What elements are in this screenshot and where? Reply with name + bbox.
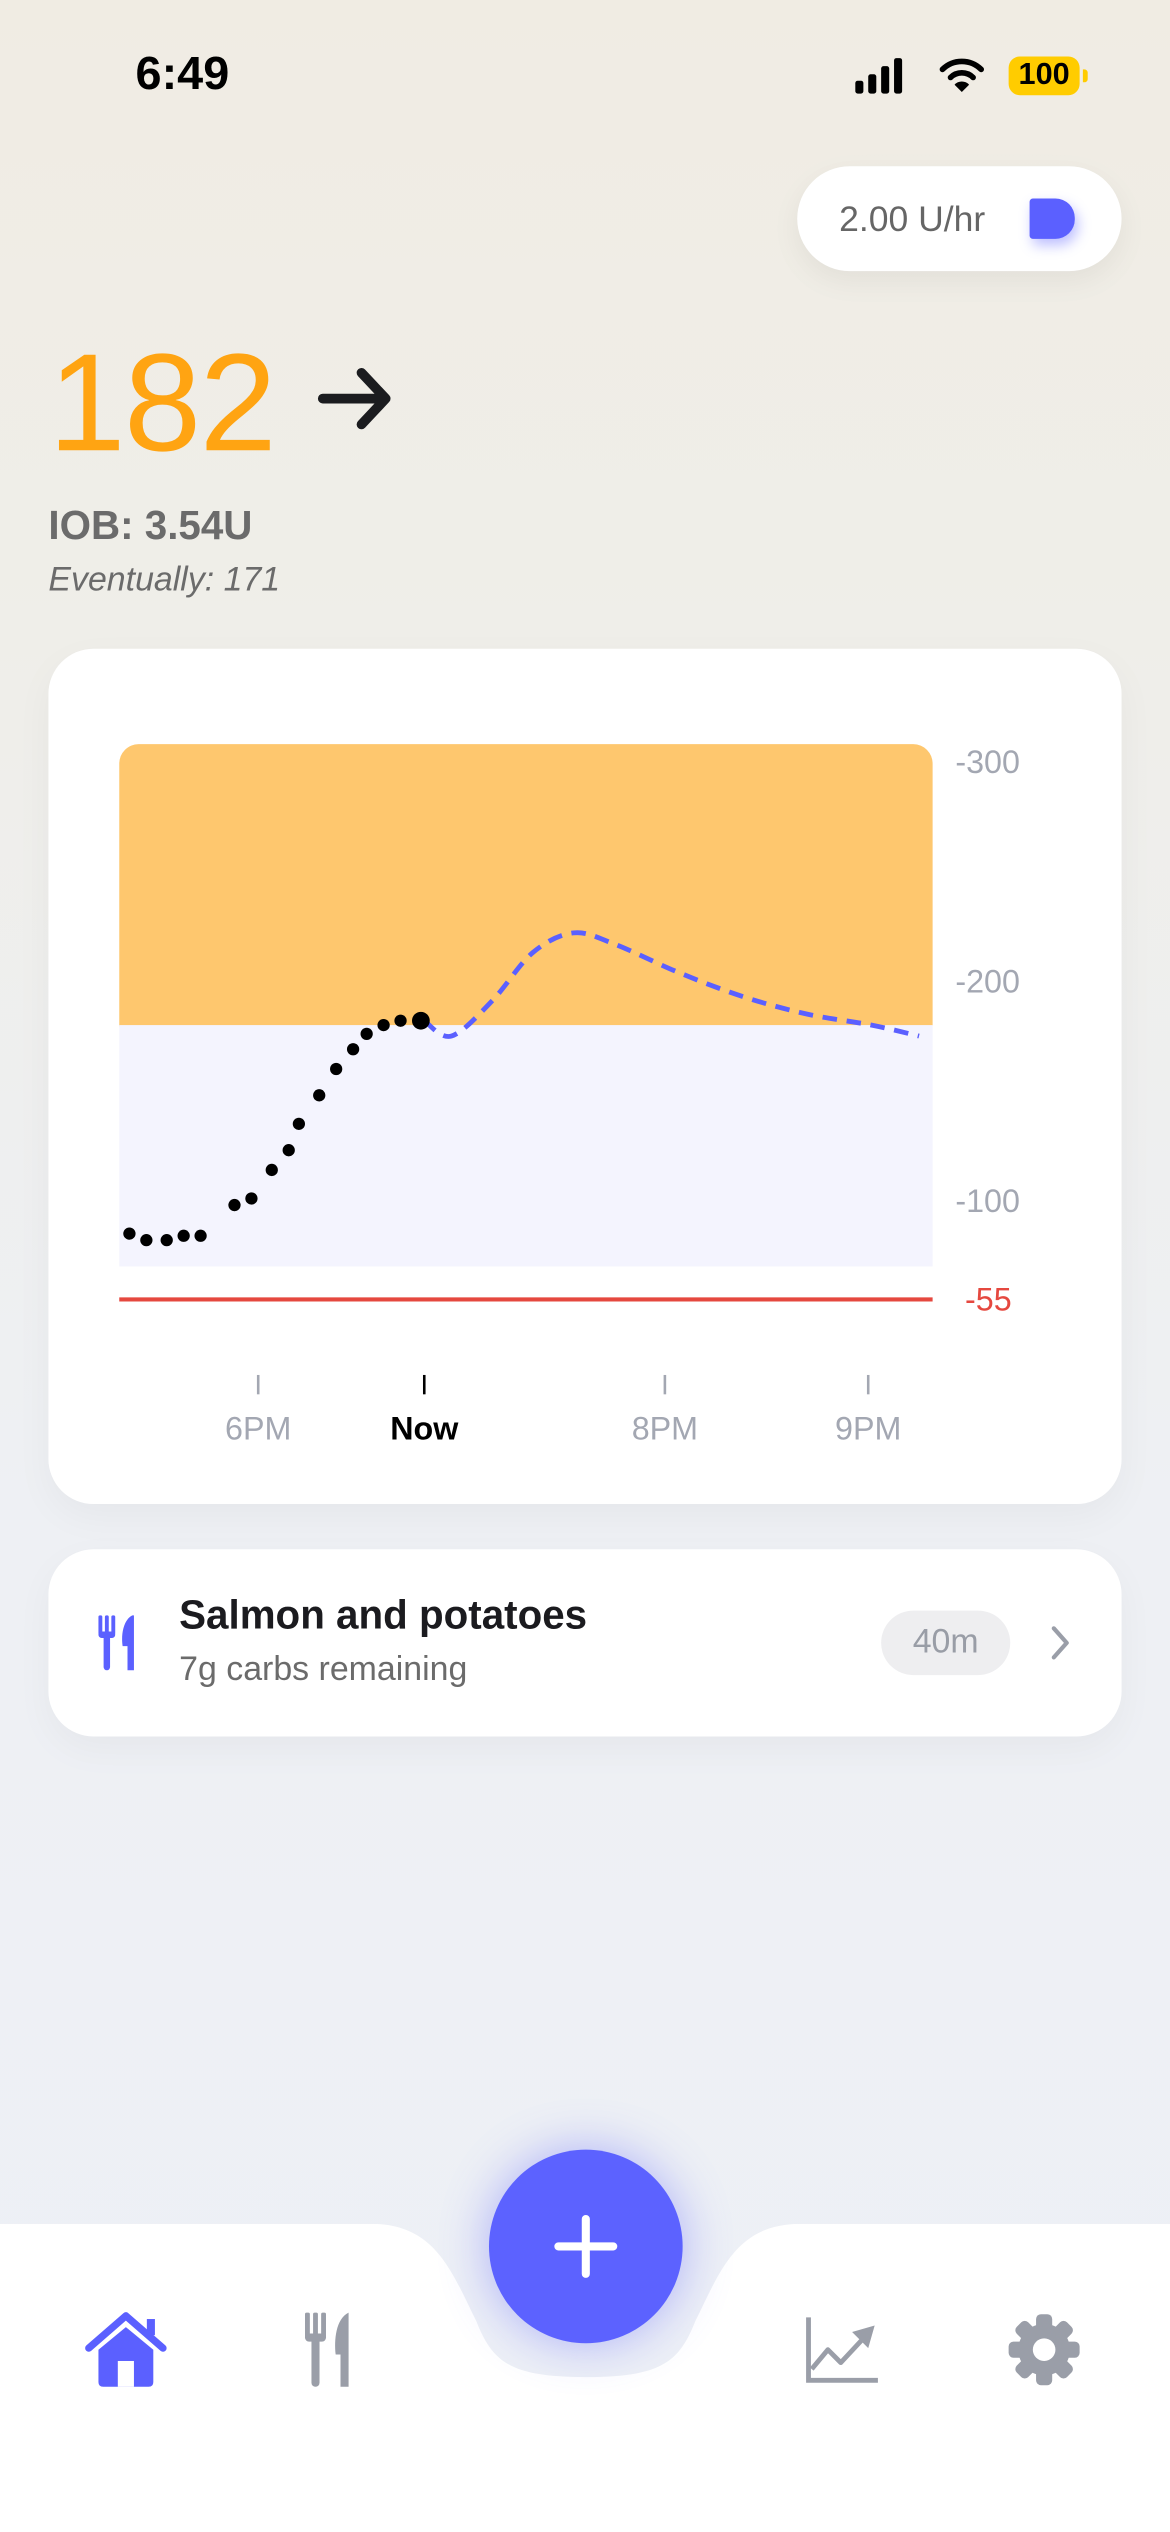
battery-nub	[1082, 69, 1088, 83]
y-tick-label: -100	[955, 1183, 1020, 1219]
glucose-value: 182	[48, 325, 276, 481]
glucose-reading-point	[282, 1144, 295, 1157]
iob-label: IOB: 3.54U	[48, 503, 253, 549]
glucose-reading-point	[377, 1018, 390, 1032]
fork-knife-icon	[98, 1615, 134, 1671]
glucose-reading-point	[360, 1027, 373, 1040]
meal-title: Salmon and potatoes	[179, 1592, 588, 1639]
tab-bar	[0, 2223, 1170, 2532]
meal-carbs-remaining: 7g carbs remaining	[179, 1650, 468, 1689]
glucose-reading-point	[140, 1234, 153, 1247]
y-tick-label: -200	[955, 963, 1020, 999]
tab-trends[interactable]	[794, 2301, 891, 2398]
target-range-band	[119, 1025, 933, 1267]
glucose-reading-point	[228, 1198, 241, 1212]
glucose-reading-point	[177, 1229, 190, 1242]
plus-icon	[554, 2214, 618, 2278]
basal-rate-button[interactable]: 2.00 U/hr	[797, 166, 1122, 272]
x-tick-label: 6PM	[225, 1411, 291, 1447]
cellular-signal-icon	[855, 58, 903, 94]
gear-icon	[1008, 2314, 1080, 2386]
glucose-reading-point	[412, 1011, 430, 1030]
meal-time-badge: 40m	[881, 1610, 1011, 1676]
active-meal-card[interactable]: Salmon and potatoes 7g carbs remaining 4…	[48, 1549, 1122, 1737]
tab-settings[interactable]	[996, 2301, 1093, 2398]
arrow-right-icon	[317, 367, 391, 430]
fork-knife-icon	[305, 2312, 349, 2387]
tab-home[interactable]	[77, 2301, 174, 2398]
glucose-chart: -300 -200 -100 -55 6PM Now 8PM 9PM	[119, 744, 1020, 1447]
high-zone-band	[119, 744, 933, 1045]
status-time: 6:49	[135, 48, 230, 101]
tab-meals[interactable]	[279, 2301, 376, 2398]
x-tick-label: 9PM	[835, 1411, 901, 1447]
house-icon	[85, 2312, 167, 2387]
chart-line-icon	[806, 2317, 878, 2383]
glucose-reading-point	[123, 1227, 136, 1240]
eventual-glucose-label: Eventually: 171	[48, 561, 281, 599]
basal-rate-value: 2.00 U/hr	[839, 198, 986, 239]
y-tick-label: -300	[955, 744, 1020, 780]
glucose-reading-point	[330, 1062, 343, 1076]
glucose-reading-point	[194, 1229, 207, 1242]
glucose-reading-point	[313, 1089, 326, 1102]
y-tick-label: -55	[965, 1282, 1012, 1318]
glucose-reading-point	[245, 1192, 258, 1205]
add-button[interactable]	[488, 2149, 683, 2344]
wifi-icon	[939, 58, 985, 92]
glucose-reading-point	[394, 1014, 407, 1027]
glucose-reading-point	[292, 1117, 306, 1130]
glucose-chart-card[interactable]: -300 -200 -100 -55 6PM Now 8PM 9PM	[48, 648, 1122, 1505]
glucose-reading-point	[265, 1163, 278, 1177]
x-tick-label: Now	[390, 1411, 459, 1447]
prediction-line	[422, 930, 920, 1039]
glucose-reading-point	[160, 1234, 173, 1247]
glucose-reading-point	[346, 1043, 360, 1056]
battery-indicator: 100	[1008, 56, 1080, 96]
pump-icon	[1029, 198, 1075, 239]
x-tick-label: 8PM	[632, 1411, 698, 1447]
chevron-right-icon	[1051, 1626, 1069, 1660]
